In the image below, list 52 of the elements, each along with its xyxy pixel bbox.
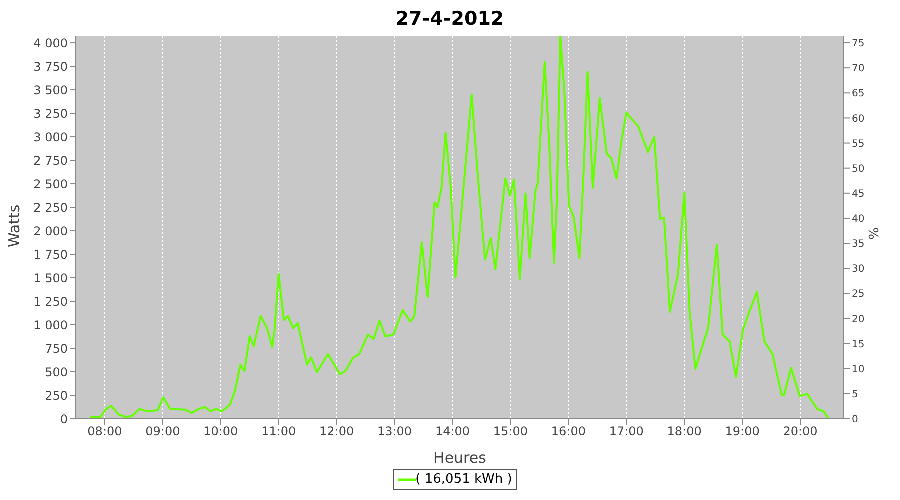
x-tick-label: 12:00 bbox=[320, 424, 354, 439]
y2-tick-label: 70 bbox=[852, 64, 865, 75]
legend-label: ( 16,051 kWh ) bbox=[416, 472, 512, 487]
y-tick-label: 2 500 bbox=[34, 177, 68, 192]
y2-tick-label: 15 bbox=[852, 339, 865, 350]
y-tick-label: 1 000 bbox=[34, 318, 68, 332]
y2-tick-label: 45 bbox=[852, 188, 865, 200]
y2-tick-label: 20 bbox=[852, 314, 865, 326]
y-tick-label: 750 bbox=[45, 342, 68, 356]
y-tick-label: 0 bbox=[60, 412, 68, 426]
x-tick-label: 10:00 bbox=[204, 424, 238, 439]
y-tick-label: 1 250 bbox=[34, 294, 68, 309]
x-axis-title: Heures bbox=[434, 449, 487, 467]
y2-tick-label: 25 bbox=[852, 289, 865, 300]
y2-tick-label: 10 bbox=[852, 364, 865, 376]
x-tick-label: 16:00 bbox=[551, 424, 586, 439]
line-series bbox=[89, 36, 830, 419]
x-tick-label: 08:00 bbox=[88, 424, 122, 439]
x-tick-label: 11:00 bbox=[262, 424, 296, 439]
y-axis-title: Watts bbox=[5, 204, 24, 248]
y-tick-label: 1 750 bbox=[34, 248, 68, 262]
y-tick-label: 250 bbox=[45, 388, 68, 403]
x-tick-label: 09:00 bbox=[146, 424, 180, 439]
y2-tick-label: 50 bbox=[852, 164, 865, 175]
y-tick-label: 4 000 bbox=[34, 36, 68, 50]
y-tick-label: 3 750 bbox=[34, 60, 68, 74]
y2-tick-label: 75 bbox=[852, 38, 865, 50]
y2-tick-label: 5 bbox=[852, 389, 858, 400]
y-tick-label: 1 500 bbox=[34, 271, 68, 286]
x-tick-label: 14:00 bbox=[435, 424, 470, 439]
y2-tick-label: 65 bbox=[852, 88, 865, 100]
x-tick-label: 18:00 bbox=[667, 424, 702, 439]
y-tick-label: 3 000 bbox=[34, 130, 68, 144]
x-tick-label: 19:00 bbox=[725, 424, 760, 439]
y-tick-label: 500 bbox=[45, 365, 68, 380]
x-tick-label: 13:00 bbox=[377, 424, 412, 439]
y-tick-label: 3 500 bbox=[34, 83, 68, 98]
y2-tick-label: 30 bbox=[852, 264, 865, 276]
y-tick-label: 2 250 bbox=[34, 200, 68, 215]
y2-tick-label: 0 bbox=[852, 414, 858, 426]
y2-tick-label: 60 bbox=[852, 114, 865, 125]
x-tick-label: 20:00 bbox=[783, 424, 818, 439]
y2-axis-title: % bbox=[868, 228, 883, 240]
y2-tick-label: 55 bbox=[852, 138, 865, 150]
chart-title: 27-4-2012 bbox=[394, 8, 506, 32]
x-tick-label: 15:00 bbox=[493, 424, 528, 439]
x-tick-label: 17:00 bbox=[609, 424, 644, 439]
y2-tick-label: 40 bbox=[852, 214, 865, 226]
y-tick-label: 2 750 bbox=[34, 154, 68, 168]
y-tick-label: 2 000 bbox=[34, 224, 68, 238]
y2-tick-label: 35 bbox=[852, 239, 865, 250]
y-tick-label: 3 250 bbox=[34, 106, 68, 121]
